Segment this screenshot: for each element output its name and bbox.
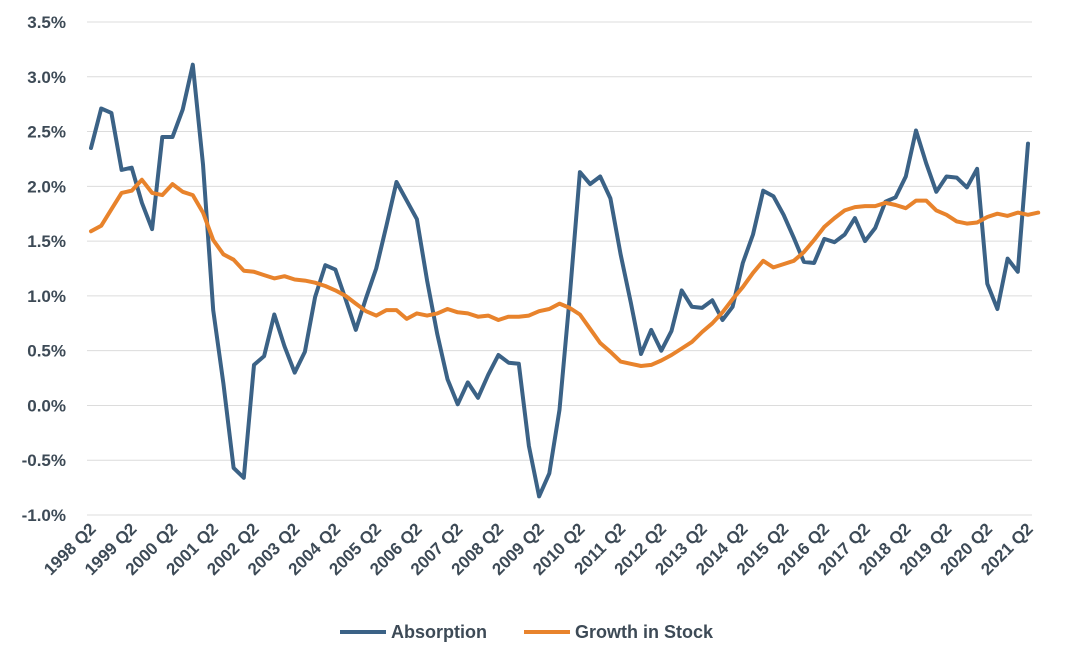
y-axis-ticks: -1.0% -0.5% 0.0% 0.5% 1.0% 1.5% 2.0% 2.5% 3.0% 3.… [22, 13, 66, 525]
y-tick-label: -1.0% [22, 506, 66, 525]
y-tick-label: 2.0% [27, 177, 66, 196]
y-tick-label: 0.5% [27, 342, 66, 361]
legend-absorption-label: Absorption [391, 622, 487, 642]
y-tick-label: 0.0% [27, 396, 66, 415]
y-tick-label: 3.5% [27, 13, 66, 32]
series-line-absorption [89, 62, 1030, 499]
y-tick-label: -0.5% [22, 451, 66, 470]
y-tick-label: 1.5% [27, 232, 66, 251]
legend-growth-label: Growth in Stock [575, 622, 714, 642]
legend: Absorption Growth in Stock [340, 622, 714, 642]
y-tick-label: 2.5% [27, 123, 66, 142]
y-tick-label: 3.0% [27, 68, 66, 87]
series-line-growth-in-stock [89, 177, 1041, 368]
series-lines [89, 62, 1041, 499]
y-tick-label: 1.0% [27, 287, 66, 306]
